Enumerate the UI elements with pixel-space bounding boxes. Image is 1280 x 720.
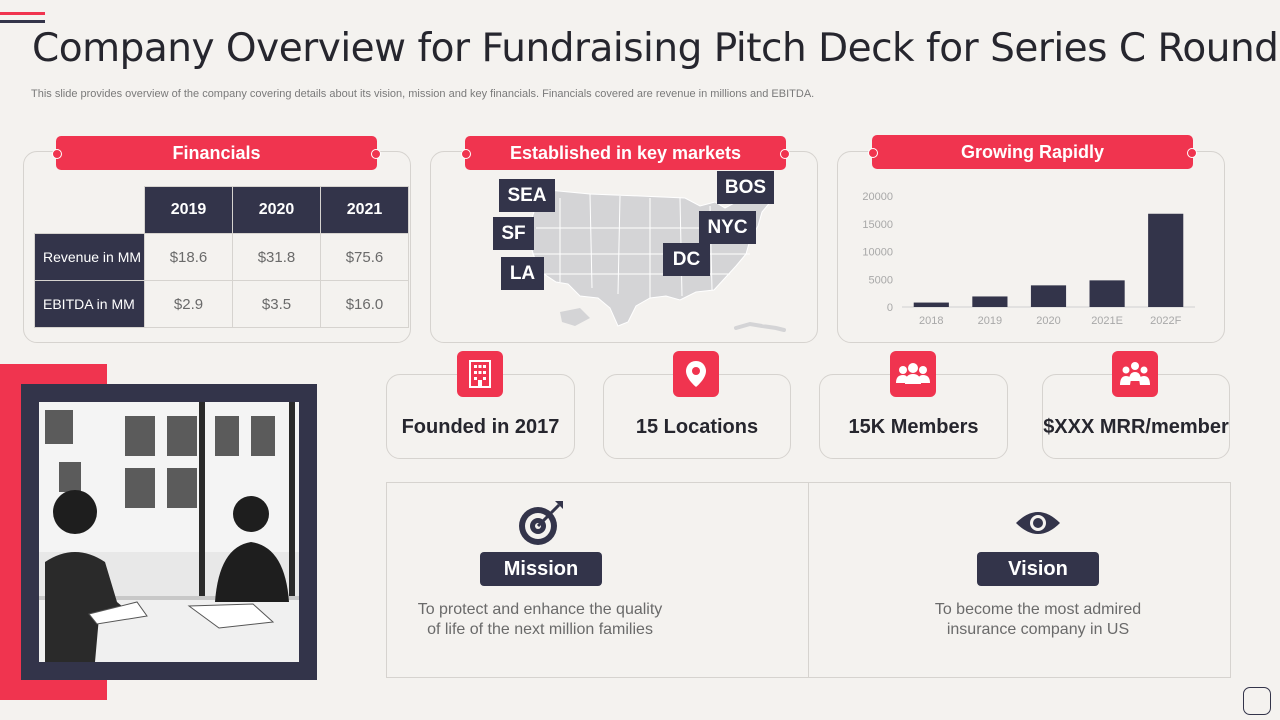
markets-heading: Established in key markets [461,136,790,170]
table-cell: $75.6 [320,233,409,281]
x-tick-label: 2022F [1150,315,1181,327]
y-tick-label: 15000 [862,219,893,231]
divider [808,482,809,678]
table-cell: $3.5 [232,280,321,328]
growth-heading: Growing Rapidly [868,135,1197,169]
decor-bar-red [0,12,45,15]
financials-table: 2019 2020 2021 Revenue in MM $18.6 $31.8… [34,186,409,328]
team-icon [1112,351,1158,397]
group-icon [890,351,936,397]
table-row: EBITDA in MM $2.9 $3.5 $16.0 [34,280,409,328]
growth-bar-chart: 0 5000 10000 15000 20000 2018 2019 2020 2021E 202… [862,191,1195,327]
x-tick-label: 2020 [1036,315,1060,327]
table-cell: $2.9 [144,280,233,328]
target-icon [519,501,563,545]
city-label-la: LA [501,257,544,290]
mission-text: To protect and enhance the quality of li… [417,601,663,638]
y-tick-label: 20000 [862,191,893,203]
x-tick-label: 2019 [978,315,1002,327]
row-label-revenue: Revenue in MM [34,233,145,281]
eye-icon [1016,512,1060,534]
table-cell: $16.0 [320,280,409,328]
chart-bar [972,296,1008,307]
x-tick-label: 2021E [1091,315,1123,327]
chart-bar [1030,285,1067,307]
x-tick-label: 2018 [919,315,943,327]
stat-founded: Founded in 2017 [401,416,560,438]
city-label-bos: BOS [717,171,774,204]
slide-nav-button[interactable] [1243,687,1271,715]
stat-locations: 15 Locations [635,416,759,438]
table-cell: $18.6 [144,233,233,281]
building-icon [457,351,503,397]
stat-card-locations [603,374,791,459]
stat-mrr: $XXX MRR/member [1043,416,1229,438]
city-label-nyc: NYC [699,211,756,244]
vision-text: To become the most admired insurance com… [934,601,1142,638]
financials-table-wrap: 2019 2020 2021 Revenue in MM $18.6 $31.8… [34,186,409,328]
table-row: Revenue in MM $18.6 $31.8 $75.6 [34,233,409,281]
chart-bar [1089,280,1125,307]
y-tick-label: 5000 [869,274,893,286]
vision-label: Vision [977,552,1099,586]
y-tick-label: 0 [887,302,893,314]
meeting-photo [39,402,299,662]
page-subtitle: This slide provides overview of the comp… [31,88,815,100]
year-header: 2019 [144,186,233,234]
year-header: 2020 [232,186,321,234]
y-tick-label: 10000 [862,247,893,259]
decor-bar-dark [0,20,45,23]
page-title: Company Overview for Fundraising Pitch D… [32,26,1279,71]
city-label-sea: SEA [499,179,555,212]
chart-bar [1148,213,1184,307]
stat-members: 15K Members [848,416,979,438]
chart-bar [913,302,949,307]
city-label-dc: DC [663,243,710,276]
year-header: 2021 [320,186,409,234]
financials-heading: Financials [52,136,381,170]
location-pin-icon [673,351,719,397]
row-label-ebitda: EBITDA in MM [34,280,145,328]
city-label-sf: SF [493,217,534,250]
mission-label: Mission [480,552,602,586]
table-cell: $31.8 [232,233,321,281]
